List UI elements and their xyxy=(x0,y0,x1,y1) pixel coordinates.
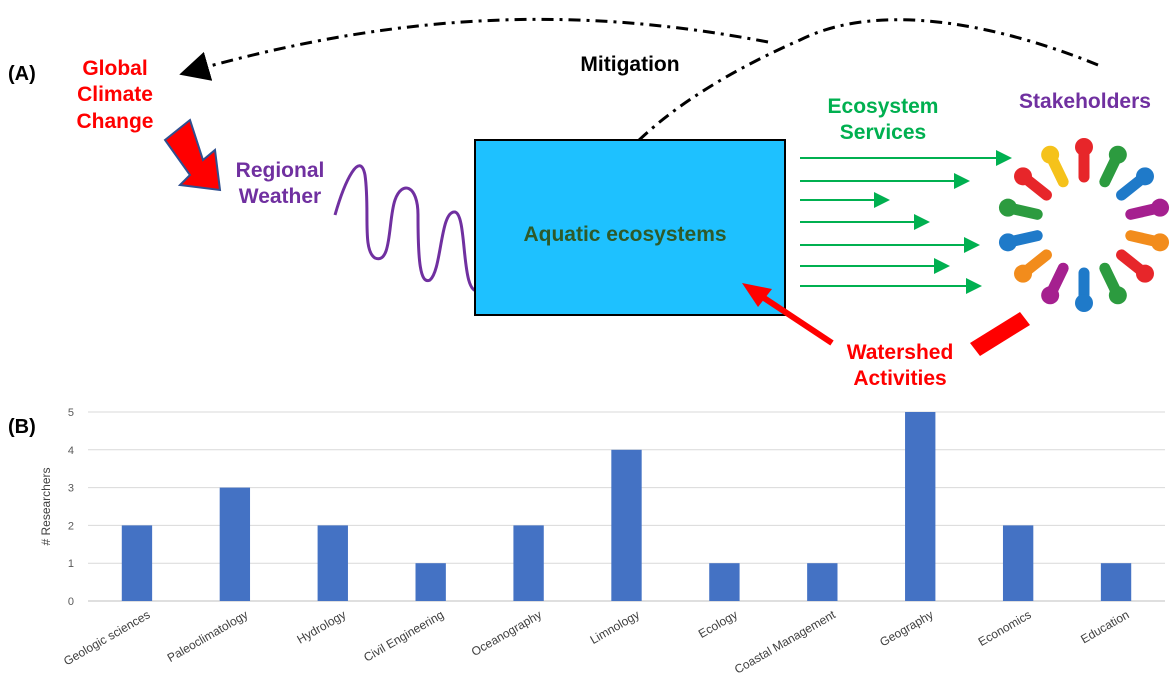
bar xyxy=(1100,563,1132,601)
stakeholder-person-head xyxy=(1014,167,1033,186)
y-tick-label: 3 xyxy=(68,483,74,495)
ecosystem-service-arrows xyxy=(800,150,1012,294)
x-tick-label: Geologic sciences xyxy=(61,607,152,668)
x-tick-label: Economics xyxy=(976,607,1034,648)
watershed-arrowhead xyxy=(742,283,772,307)
stakeholder-person-head xyxy=(1135,167,1154,186)
stakeholder-person-head xyxy=(1108,286,1127,305)
panel-b-label: (B) xyxy=(8,416,36,438)
y-tick-label: 1 xyxy=(68,558,74,570)
stakeholders-to-watershed-bar xyxy=(970,312,1030,356)
bar xyxy=(415,563,446,601)
stakeholder-person-head xyxy=(1151,233,1170,252)
mitigation-arrow-to-ecosystem xyxy=(608,18,1099,175)
bar xyxy=(709,563,740,601)
global-climate-change-label: Global Climate Change xyxy=(76,57,154,133)
people-circle-icon xyxy=(998,138,1170,312)
x-tick-labels: Geologic sciences Paleoclimatology Hydrolo… xyxy=(61,607,1131,676)
researchers-bar-chart: 0 1 2 3 4 5 Geologic sciences Paleoclimatology… xyxy=(39,407,1165,677)
stakeholders-label: Stakeholders xyxy=(1019,90,1151,113)
y-tick-labels: 0 1 2 3 4 5 xyxy=(68,407,74,608)
bar xyxy=(807,563,838,601)
y-axis-label: # Researchers xyxy=(39,467,53,545)
x-tick-label: Ecology xyxy=(696,607,740,640)
stakeholder-person-head xyxy=(998,198,1017,217)
stakeholder-person-head xyxy=(1135,264,1154,283)
x-tick-label: Coastal Management xyxy=(732,607,838,676)
stakeholder-person-head xyxy=(1075,138,1093,156)
watershed-to-ecosystem-arrow xyxy=(753,289,834,346)
x-tick-label: Paleoclimatology xyxy=(165,607,251,664)
x-tick-label: Oceanography xyxy=(469,607,544,658)
stakeholder-person-head xyxy=(1151,198,1170,217)
ecosystem-services-label: Ecosystem Services xyxy=(827,95,939,145)
y-tick-label: 4 xyxy=(68,445,74,457)
bar xyxy=(513,525,544,601)
x-tick-label: Civil Engineering xyxy=(361,607,446,664)
watershed-activities-label: Watershed Activities xyxy=(846,341,954,391)
bar xyxy=(317,525,348,601)
bar xyxy=(121,525,153,601)
x-tick-label: Hydrology xyxy=(294,607,348,646)
y-tick-label: 2 xyxy=(68,520,74,532)
x-tick-label: Education xyxy=(1078,607,1131,646)
x-tick-label: Limnology xyxy=(588,607,642,646)
panel-a-label: (A) xyxy=(8,63,36,85)
aquatic-ecosystems-label: Aquatic ecosystems xyxy=(523,223,727,246)
mitigation-label: Mitigation xyxy=(580,53,680,76)
chart-bars xyxy=(121,412,1132,601)
stakeholder-person-head xyxy=(1014,264,1033,283)
stakeholder-person-head xyxy=(1075,294,1093,312)
stakeholder-person-head xyxy=(998,233,1017,252)
aquatic-ecosystems-box xyxy=(474,139,786,316)
climate-to-weather-arrow xyxy=(163,118,222,192)
stakeholder-person-head xyxy=(1041,145,1060,164)
bar xyxy=(905,412,936,601)
y-tick-label: 5 xyxy=(68,407,74,419)
mitigation-arrow-to-climate xyxy=(179,17,769,81)
regional-weather-label: Regional Weather xyxy=(235,159,325,209)
weather-squiggle xyxy=(333,164,511,301)
bar xyxy=(219,487,251,601)
x-tick-label: Geography xyxy=(877,607,935,649)
panel-a-diagram xyxy=(163,17,1170,356)
bar xyxy=(611,449,642,601)
bar xyxy=(1002,525,1034,601)
y-tick-label: 0 xyxy=(68,596,74,608)
stakeholder-person-head xyxy=(1041,286,1060,305)
stakeholder-person-head xyxy=(1108,145,1127,164)
